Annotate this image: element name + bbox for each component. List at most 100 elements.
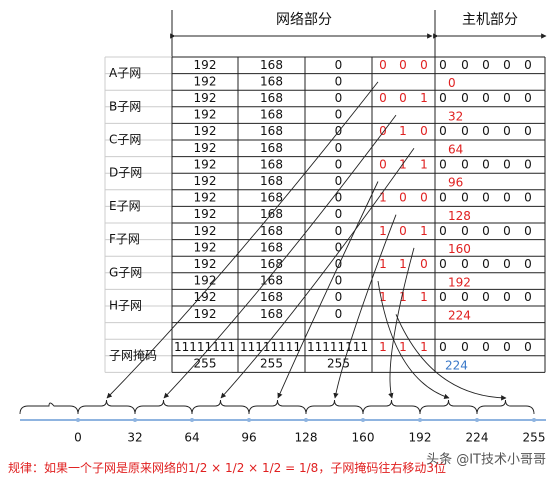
octet: 192 [194,91,217,105]
octet: 168 [260,257,283,271]
octet: 192 [194,257,217,271]
host-bit: 0 [503,191,511,205]
value: 32 [448,109,463,123]
octet: 192 [194,224,217,238]
row-label: E子网 [109,199,141,213]
octet: 0 [335,91,343,105]
tick-label: 128 [295,431,318,445]
host-bit: 0 [482,157,490,171]
subnet-bit: 0 [379,124,387,138]
subnet-bit: 1 [420,157,428,171]
subnet-bit: 0 [420,257,428,271]
host-bit: 0 [461,257,469,271]
subnet-bit: 0 [399,91,407,105]
arrow [106,81,379,399]
arrow [163,114,397,399]
watermark: 头条 @IT技术小哥哥 [426,452,546,468]
octet: 168 [260,224,283,238]
arrow [395,314,507,401]
arrow [388,247,415,399]
octet: 0 [335,191,343,205]
row-label: B子网 [109,99,141,113]
value: 160 [448,242,471,256]
host-bit: 0 [524,340,532,354]
octet: 192 [194,207,217,221]
octet: 11111111 [174,340,235,354]
octet: 192 [194,74,217,88]
arrow [277,181,379,399]
octet: 168 [260,240,283,254]
host-bit: 0 [524,91,532,105]
host-bit: 0 [461,290,469,304]
brace [419,399,478,415]
host-bit: 0 [503,124,511,138]
tick-label: 160 [352,431,375,445]
octet: 168 [260,108,283,122]
tick-dot [247,418,251,422]
host-bit: 0 [524,191,532,205]
tick-label: 96 [241,431,256,445]
octet: 168 [260,141,283,155]
host-bit: 0 [439,157,447,171]
octet: 192 [194,274,217,288]
octet: 168 [260,124,283,138]
value: 224 [445,358,468,372]
host-bit: 0 [482,191,490,205]
brace [77,399,136,415]
host-bit: 0 [439,340,447,354]
octet: 0 [335,240,343,254]
tick-dot [133,418,137,422]
octet: 0 [335,108,343,122]
host-bit: 0 [524,58,532,72]
brace [191,399,250,415]
host-bit: 0 [524,290,532,304]
host-bit: 0 [439,224,447,238]
octet: 168 [260,290,283,304]
network-header: 网络部分 [276,12,332,28]
host-bit: 0 [482,91,490,105]
row-label: 子网掩码 [109,348,157,362]
brace [134,399,193,415]
octet: 192 [194,108,217,122]
subnet-bit: 1 [399,124,407,138]
subnet-bit: 1 [379,257,387,271]
octet: 168 [260,307,283,321]
host-bit: 0 [461,340,469,354]
host-bit: 0 [461,157,469,171]
octet: 0 [335,74,343,88]
octet: 0 [335,224,343,238]
row-label: G子网 [109,265,142,279]
row-label: H子网 [109,299,142,313]
value: 64 [448,142,463,156]
octet: 168 [260,174,283,188]
octet: 0 [335,157,343,171]
host-bit: 0 [482,224,490,238]
value: 128 [448,209,471,223]
host-bit: 0 [524,157,532,171]
tick-dot [304,418,308,422]
host-bit: 0 [482,257,490,271]
subnet-bit: 1 [379,224,387,238]
tick-dot [361,418,365,422]
octet: 0 [335,274,343,288]
footer-formula: 1/2 × 1/2 × 1/2 = 1/8 [188,461,318,475]
row-label: F子网 [109,232,140,246]
octet: 192 [194,240,217,254]
arrow [220,148,415,399]
subnet-bit: 0 [399,224,407,238]
subnet-bit: 1 [379,340,387,354]
subnet-bit: 0 [420,124,428,138]
brace [19,402,79,415]
footer-prefix: 规律：如果一个子网是原来网络的 [8,460,188,475]
tick-dot [418,418,422,422]
octet: 255 [327,357,350,371]
octet: 192 [194,157,217,171]
tick-label: 255 [523,431,546,445]
host-bit: 0 [439,191,447,205]
host-bit: 0 [503,157,511,171]
subnet-bit: 0 [420,191,428,205]
tick-dot [532,418,536,422]
host-bit: 0 [439,124,447,138]
subnet-bit: 1 [420,91,428,105]
